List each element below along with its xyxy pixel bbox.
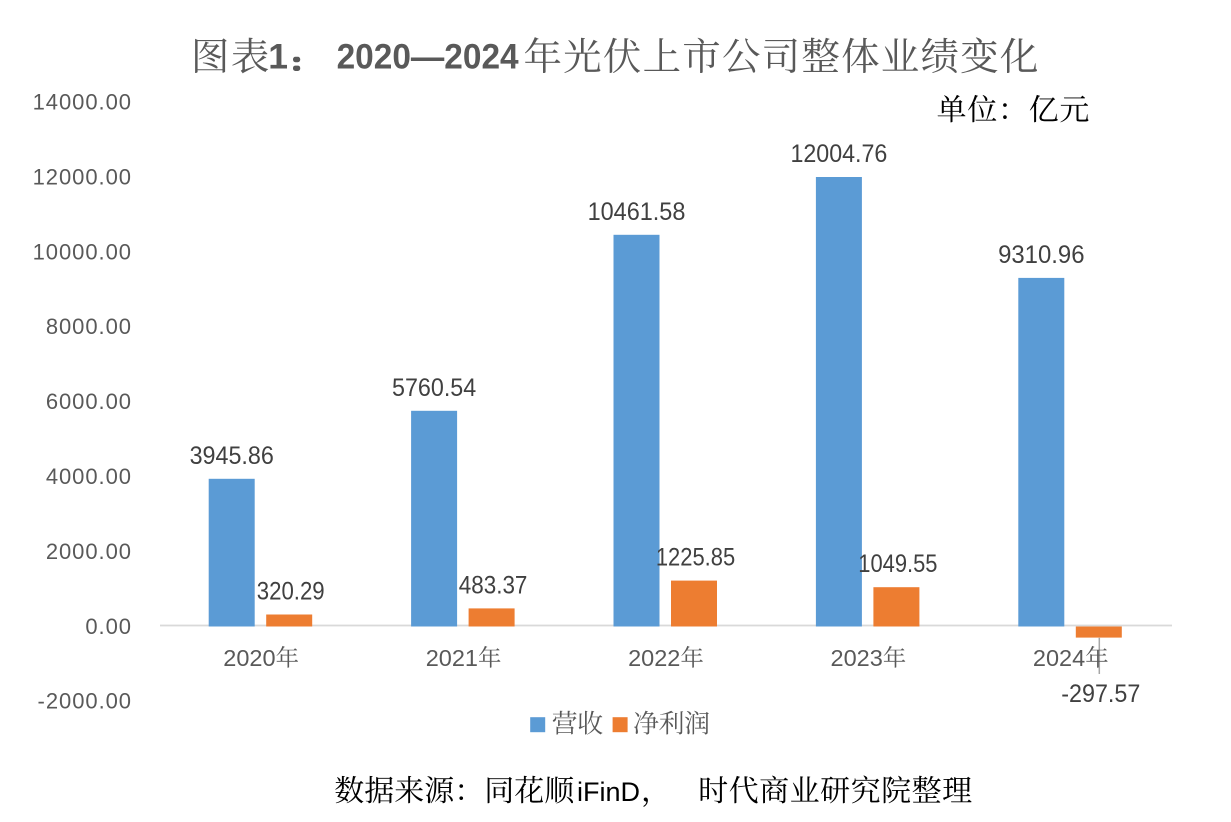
svg-text:4000.00: 4000.00	[46, 464, 132, 489]
svg-text:2021: 2021	[426, 645, 478, 671]
svg-text:1225.85: 1225.85	[656, 544, 735, 572]
svg-text:12004.76: 12004.76	[790, 140, 887, 168]
svg-text:2022: 2022	[628, 645, 680, 671]
svg-text:483.37: 483.37	[459, 571, 528, 599]
svg-text:10461.58: 10461.58	[588, 198, 686, 226]
svg-text:2023: 2023	[831, 645, 883, 671]
svg-text:14000.00: 14000.00	[33, 90, 132, 115]
svg-text:2000.00: 2000.00	[46, 539, 132, 564]
svg-text:320.29: 320.29	[257, 578, 325, 606]
svg-text:1: 1	[268, 37, 288, 77]
svg-text:0.00: 0.00	[85, 614, 132, 639]
svg-text:6000.00: 6000.00	[46, 389, 132, 414]
svg-text:5760.54: 5760.54	[392, 374, 476, 402]
svg-text:1049.55: 1049.55	[858, 550, 937, 578]
svg-text:2020—2024: 2020—2024	[337, 37, 519, 77]
svg-text:9310.96: 9310.96	[998, 241, 1084, 269]
svg-text:10000.00: 10000.00	[33, 239, 132, 264]
svg-text:-297.57: -297.57	[1061, 680, 1140, 708]
svg-text:3945.86: 3945.86	[190, 442, 274, 470]
svg-text:8000.00: 8000.00	[46, 314, 132, 339]
svg-text:2024: 2024	[1033, 645, 1085, 671]
svg-text:12000.00: 12000.00	[33, 165, 132, 190]
svg-text:2020: 2020	[223, 645, 275, 671]
svg-text:-2000.00: -2000.00	[38, 689, 132, 714]
svg-text:iFinD: iFinD	[577, 777, 640, 807]
